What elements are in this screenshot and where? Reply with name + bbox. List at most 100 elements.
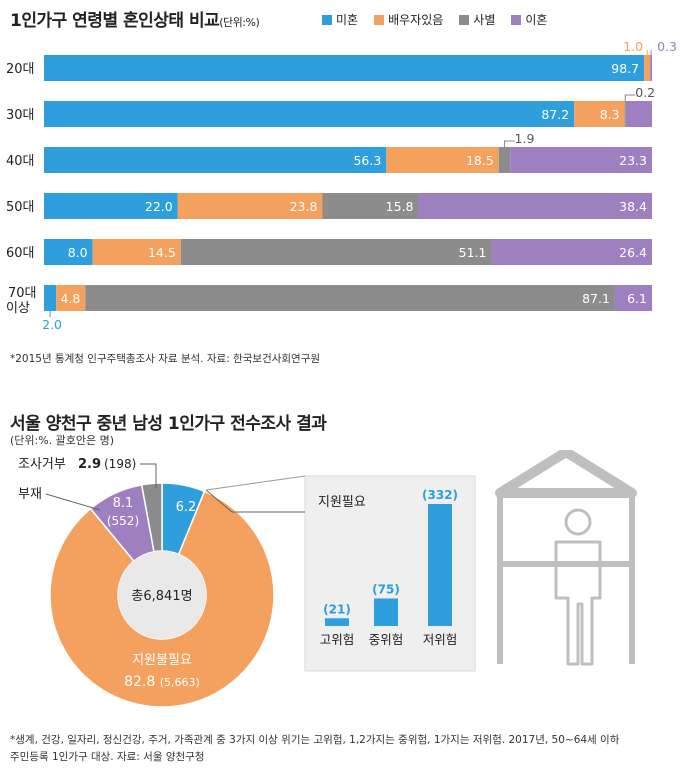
data-label: 6.1 (627, 291, 647, 306)
bar-segment-divorced (625, 101, 652, 127)
category-label: 60대 (6, 246, 35, 261)
data-label: 18.5 (466, 153, 494, 168)
data-label: 87.1 (582, 291, 610, 306)
donut-center-label: 총6,841명 (131, 589, 192, 604)
bar-segment-widowed (180, 239, 492, 265)
slice-name-refused: 조사거부 (18, 457, 66, 472)
slice-count-absent: (552) (107, 514, 139, 528)
source-line-2: 주민등록 1인가구 대상. 자료: 서울 양천구청 (10, 751, 205, 763)
legend-label: 배우자있음 (388, 13, 444, 27)
support-bar-label: 중위험 (369, 632, 404, 647)
support-bar-count: (21) (323, 602, 351, 616)
category-label: 50대 (6, 200, 35, 215)
callout-line (140, 463, 157, 488)
bar-segment-widowed (322, 193, 419, 219)
data-label: 0.3 (657, 40, 677, 54)
data-label: 23.8 (290, 199, 318, 214)
data-label: 23.3 (619, 153, 647, 168)
legend-swatch (511, 14, 522, 25)
support-bar (325, 618, 349, 626)
bar-segment-never-married (44, 239, 93, 265)
slice-value-no-support: 82.8 (5,663) (124, 674, 200, 690)
bar-segment-divorced (491, 239, 652, 265)
support-panel-title: 지원필요 (318, 495, 366, 510)
source-line-1: *생계, 건강, 일자리, 정신건강, 주거, 가족관계 중 3가지 이상 위기… (10, 734, 620, 746)
legend-item-widowed: 사별 (459, 11, 495, 28)
chart1-title: 1인가구 연령별 혼인상태 비교(단위:%) (10, 11, 260, 31)
callout-line (205, 475, 306, 491)
house-person-icon (495, 450, 637, 666)
legend-swatch (459, 14, 470, 25)
data-label: 14.5 (148, 245, 176, 260)
support-bar-label: 저위험 (423, 632, 458, 647)
slice-value-refused: 2.9 (78, 457, 101, 472)
data-label: 15.8 (386, 199, 414, 214)
slice-count-refused: (198) (104, 457, 136, 471)
legend-item-married: 배우자있음 (374, 11, 443, 28)
slice-name-no-support: 지원불필요 (132, 653, 192, 668)
bar-segment-divorced (650, 55, 652, 81)
bar-segment-never-married (44, 55, 645, 81)
bar-segment-married (177, 193, 323, 219)
bar-segment-divorced (614, 285, 652, 311)
legend-swatch (322, 14, 332, 25)
bar-segment-widowed (498, 147, 511, 173)
category-label: 40대 (6, 154, 35, 169)
callout-line (624, 94, 636, 101)
bar-segment-widowed (85, 285, 615, 311)
category-label: 70대 (8, 286, 37, 301)
bar-segment-widowed (624, 101, 626, 127)
legend-label: 미혼 (336, 13, 359, 27)
chart1-source: *2015년 통계청 인구주택총조사 자료 분석. 자료: 한국보건사회연구원 (10, 353, 321, 365)
callout-line (205, 489, 305, 513)
data-label: 98.7 (611, 61, 639, 76)
slice-count-no-support: (5,663) (160, 676, 200, 689)
data-label: 8.3 (600, 107, 620, 122)
data-label: 22.0 (145, 199, 173, 214)
donut-center (118, 551, 206, 639)
chart2-unit: (단위:%. 괄호안은 명) (10, 434, 115, 447)
bar-segment-never-married (44, 147, 387, 173)
slice-value-absent: 8.1 (113, 496, 134, 511)
legend-item-divorced: 이혼 (511, 11, 547, 28)
slice-name-absent: 부재 (18, 487, 42, 502)
bar-segment-never-married (44, 101, 575, 127)
data-label: 0.2 (635, 85, 655, 100)
chart2-source: *생계, 건강, 일자리, 정신건강, 주거, 가족관계 중 3가지 이상 위기… (10, 732, 670, 766)
support-bar (374, 598, 398, 626)
data-label: 56.3 (353, 153, 381, 168)
data-label: 1.9 (515, 131, 535, 146)
bar-segment-divorced (510, 147, 652, 173)
callout-line (45, 493, 101, 511)
bar-segment-married (92, 239, 181, 265)
support-bar-count: (332) (422, 488, 458, 502)
legend-item-never-married: 미혼 (322, 11, 358, 28)
data-label: 26.4 (619, 245, 647, 260)
legend-swatch (374, 14, 385, 25)
chart1-legend: 미혼 배우자있음 사별 이혼 (322, 11, 547, 28)
chart1-unit: (단위:%) (219, 16, 260, 29)
data-label: 2.0 (42, 317, 62, 332)
support-bar-label: 고위험 (320, 632, 355, 647)
data-label: 38.4 (619, 199, 647, 214)
slice-value-support: 6.2 (176, 500, 197, 515)
bar-segment-divorced (418, 193, 652, 219)
support-bar-count: (75) (372, 582, 400, 596)
bar-segment-never-married (44, 285, 57, 311)
data-label: 1.0 (623, 40, 643, 54)
legend-label: 이혼 (525, 13, 548, 27)
bar-segment-married (644, 55, 651, 81)
marital-status-chart: 20대 98.7 1.0 0.3 30대 87.2 8.3 0.2 40대 56.3 18.5 23.… (6, 40, 677, 332)
category-label: 30대 (6, 108, 35, 123)
bar-segment-never-married (44, 193, 178, 219)
category-label: 이상 (6, 301, 30, 316)
category-label: 20대 (6, 62, 35, 77)
survey-result-chart: 총6,841명 6.2 8.1 (552) 지원불필요 82.8 (5,663) 조사거부 2… (18, 450, 637, 708)
callout-line (504, 140, 515, 147)
data-label: 8.0 (68, 245, 88, 260)
support-bar (428, 504, 452, 626)
legend-label: 사별 (473, 13, 496, 27)
bar-segment-married (386, 147, 499, 173)
data-label: 4.8 (60, 291, 80, 306)
data-label: 51.1 (459, 245, 487, 260)
